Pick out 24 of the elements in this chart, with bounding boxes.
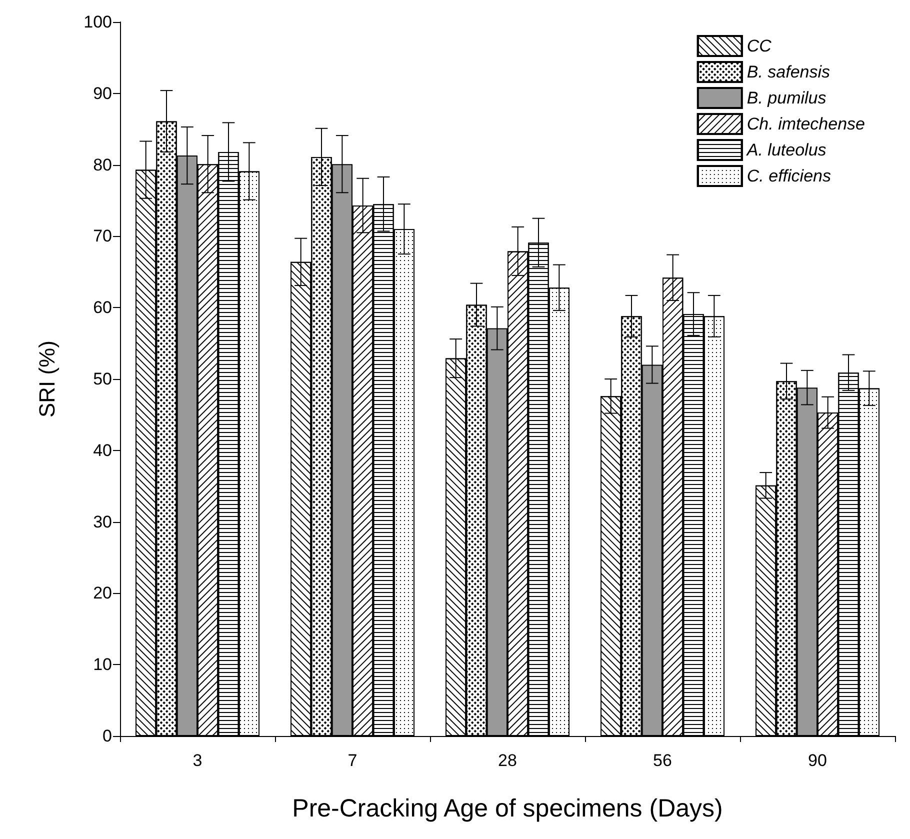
y-tick-label: 100 xyxy=(84,12,112,32)
x-tick-label: 56 xyxy=(653,751,672,770)
y-tick-label: 60 xyxy=(93,298,112,318)
y-tick-label: 40 xyxy=(93,440,112,460)
legend-label: CC xyxy=(746,36,772,56)
y-axis-title: SRI (%) xyxy=(34,340,60,418)
y-tick-label: 50 xyxy=(93,370,112,388)
y-tick-label: 20 xyxy=(93,584,112,603)
x-axis-title: Pre-Cracking Age of specimens (Days) xyxy=(292,794,723,822)
x-tick-label: 90 xyxy=(808,751,827,770)
legend-label: C. efficiens xyxy=(746,166,832,186)
y-tick-label: 80 xyxy=(93,155,112,174)
x-tick-label: 3 xyxy=(192,751,202,770)
x-tick-label: 28 xyxy=(498,751,517,770)
legend-label: B. pumilus xyxy=(746,88,827,108)
legend-label: A. luteolus xyxy=(746,140,827,160)
y-tick-label: 30 xyxy=(93,512,112,532)
legend-label: Ch. imtechense xyxy=(746,114,866,134)
y-tick-label: 0 xyxy=(102,726,112,746)
y-tick-label: 90 xyxy=(93,84,112,103)
y-tick-label: 10 xyxy=(93,655,112,674)
y-tick-label: 70 xyxy=(93,226,112,246)
x-tick-label: 7 xyxy=(348,751,358,770)
legend-label: B. safensis xyxy=(746,62,831,82)
